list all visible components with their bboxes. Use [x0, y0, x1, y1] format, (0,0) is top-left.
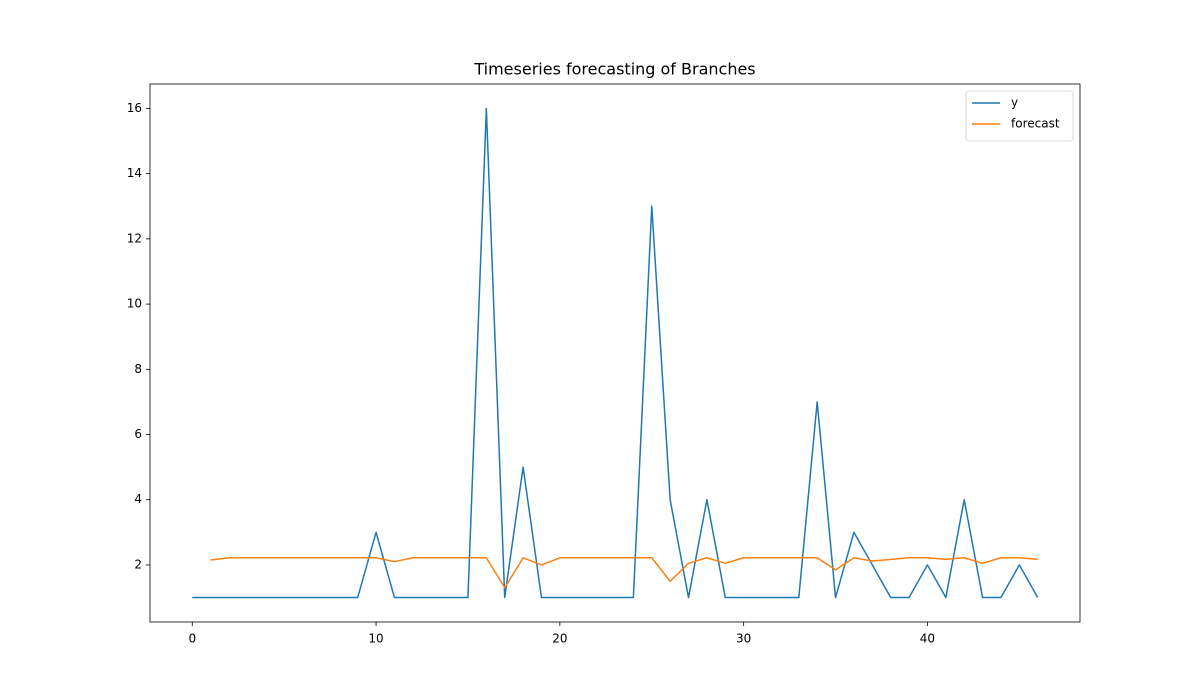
x-tick-label: 20: [552, 632, 567, 646]
y-tick-label: 4: [134, 492, 142, 506]
y-tick-label: 2: [134, 557, 142, 571]
line-series: [192, 107, 1039, 599]
x-tick-label: 10: [368, 632, 383, 646]
y-tick-label: 10: [127, 297, 142, 311]
x-tick-label: 0: [188, 632, 196, 646]
x-tick-label: 30: [736, 632, 751, 646]
line-series: [210, 557, 1038, 589]
y-tick-label: 12: [127, 231, 142, 245]
y-tick-label: 8: [134, 362, 142, 376]
plot-frame: [149, 83, 1081, 623]
chart-title: Timeseries forecasting of Branches: [473, 60, 755, 79]
legend-label: y: [1011, 96, 1018, 110]
y-tick-label: 16: [127, 101, 142, 115]
legend-label: forecast: [1011, 117, 1060, 131]
y-tick-label: 6: [134, 427, 142, 441]
x-tick-label: 40: [920, 632, 935, 646]
y-tick-label: 14: [127, 166, 142, 180]
